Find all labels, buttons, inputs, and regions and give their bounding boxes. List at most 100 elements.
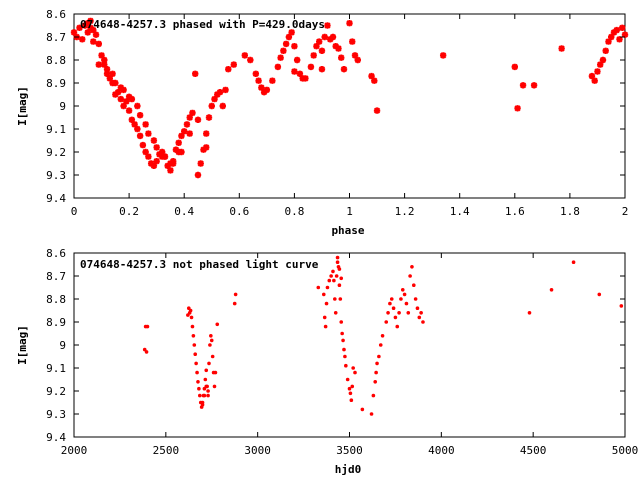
phased-data-point (324, 22, 331, 29)
unphased-data-point (411, 283, 416, 288)
unphased-data-point (338, 297, 343, 301)
phased-data-points (70, 17, 629, 179)
unphased-data-point (347, 386, 352, 391)
unphased-data-point (341, 338, 345, 343)
phased-data-point (175, 148, 182, 156)
phased-data-point (194, 116, 202, 123)
phased-data-point (321, 33, 328, 41)
unphased-data-point (413, 297, 418, 301)
phased-data-point (103, 66, 111, 73)
phased-data-point (106, 75, 114, 82)
phased-data-point (247, 56, 254, 64)
phased-data-point (79, 36, 86, 43)
phased-data-point (192, 70, 199, 77)
phased-data-point (203, 130, 210, 137)
unphased-data-point (337, 283, 342, 288)
phased-x-tick-label: 1.4 (450, 205, 470, 218)
phased-data-point (230, 61, 237, 68)
phased-data-point (351, 52, 359, 59)
unphased-data-point (343, 354, 347, 359)
phased-data-point (186, 130, 193, 137)
unphased-x-tick-label: 2000 (61, 444, 88, 457)
phased-data-point (269, 77, 276, 84)
phased-data-point (291, 43, 298, 50)
phased-data-point (150, 162, 158, 169)
unphased-data-point (527, 311, 532, 315)
unphased-x-tick-label: 3500 (336, 444, 363, 457)
phased-data-point (288, 29, 295, 36)
phased-y-tick-label: 9.1 (46, 123, 66, 136)
phased-y-axis-label: I[mag] (16, 86, 29, 126)
phased-data-point (76, 24, 83, 31)
unphased-data-point (571, 260, 576, 265)
phased-data-point (332, 43, 339, 50)
phased-data-point (81, 22, 89, 29)
unphased-data-point (410, 265, 414, 269)
phased-data-point (219, 102, 226, 110)
phased-y-tick-label: 9.3 (46, 169, 66, 182)
phased-data-point (87, 17, 94, 25)
unphased-x-axis-label: hjd0 (335, 463, 362, 476)
phased-data-point (87, 24, 94, 31)
unphased-data-point (203, 377, 208, 382)
phased-data-point (153, 144, 160, 151)
phased-data-point (90, 38, 97, 45)
unphased-data-point (207, 361, 211, 366)
phased-data-point (145, 130, 152, 137)
phased-x-tick-label: 0.2 (119, 205, 139, 218)
unphased-y-tick-label: 9.2 (46, 385, 66, 398)
phased-data-point (299, 75, 306, 82)
phased-data-point (189, 109, 196, 117)
phased-data-point (145, 153, 152, 160)
unphased-data-point (232, 301, 237, 306)
phased-data-point (128, 95, 136, 103)
unphased-data-point (145, 324, 150, 329)
phased-data-point (329, 33, 337, 41)
unphased-data-point (334, 274, 339, 278)
phased-data-point (125, 93, 133, 100)
unphased-data-point (204, 368, 209, 373)
phased-data-point (280, 47, 287, 54)
phased-plot-title: 074648-4257.3 phased with P=429.0days (80, 18, 325, 31)
phased-x-tick-label: 1.2 (395, 205, 415, 218)
unphased-plot: 2000 2500 3000 3500 4000 4500 5000 8.6 8.7 8.8 8.9… (16, 247, 638, 476)
phased-data-point (158, 148, 166, 156)
phased-data-point (282, 40, 290, 48)
phased-y-tick-label: 8.6 (46, 8, 66, 21)
phased-data-point (175, 139, 182, 146)
phased-data-point (530, 82, 538, 89)
phased-data-point (197, 160, 204, 167)
unphased-data-point (333, 311, 338, 315)
phased-data-point (310, 52, 317, 59)
phased-data-point (142, 148, 149, 156)
phased-data-point (588, 72, 596, 80)
phased-data-point (263, 86, 271, 94)
unphased-data-point (417, 315, 422, 320)
phased-data-point (167, 160, 174, 167)
unphased-y-tick-label: 8.6 (46, 247, 66, 260)
phased-data-point (318, 47, 326, 54)
phased-data-point (156, 151, 163, 158)
unphased-data-point (339, 276, 344, 281)
phased-data-point (167, 167, 174, 174)
unphased-data-point (325, 285, 330, 290)
unphased-y-axis-label: I[mag] (16, 325, 29, 365)
phased-data-point (128, 116, 136, 123)
phased-x-tick-label: 2 (622, 205, 629, 218)
unphased-data-point (208, 343, 212, 347)
unphased-data-point (197, 386, 201, 391)
phased-data-point (205, 114, 213, 121)
phased-data-point (216, 89, 224, 96)
unphased-data-point (329, 274, 333, 278)
phased-data-point (291, 68, 298, 75)
phased-data-point (371, 77, 378, 84)
unphased-data-point (345, 377, 350, 382)
unphased-x-tick-label: 2500 (153, 444, 180, 457)
unphased-data-point (348, 391, 353, 396)
phased-data-point (519, 82, 527, 89)
unphased-plot-frame (73, 252, 626, 438)
unphased-data-point (344, 363, 348, 368)
unphased-data-point (337, 267, 342, 271)
phased-data-point (602, 47, 609, 54)
